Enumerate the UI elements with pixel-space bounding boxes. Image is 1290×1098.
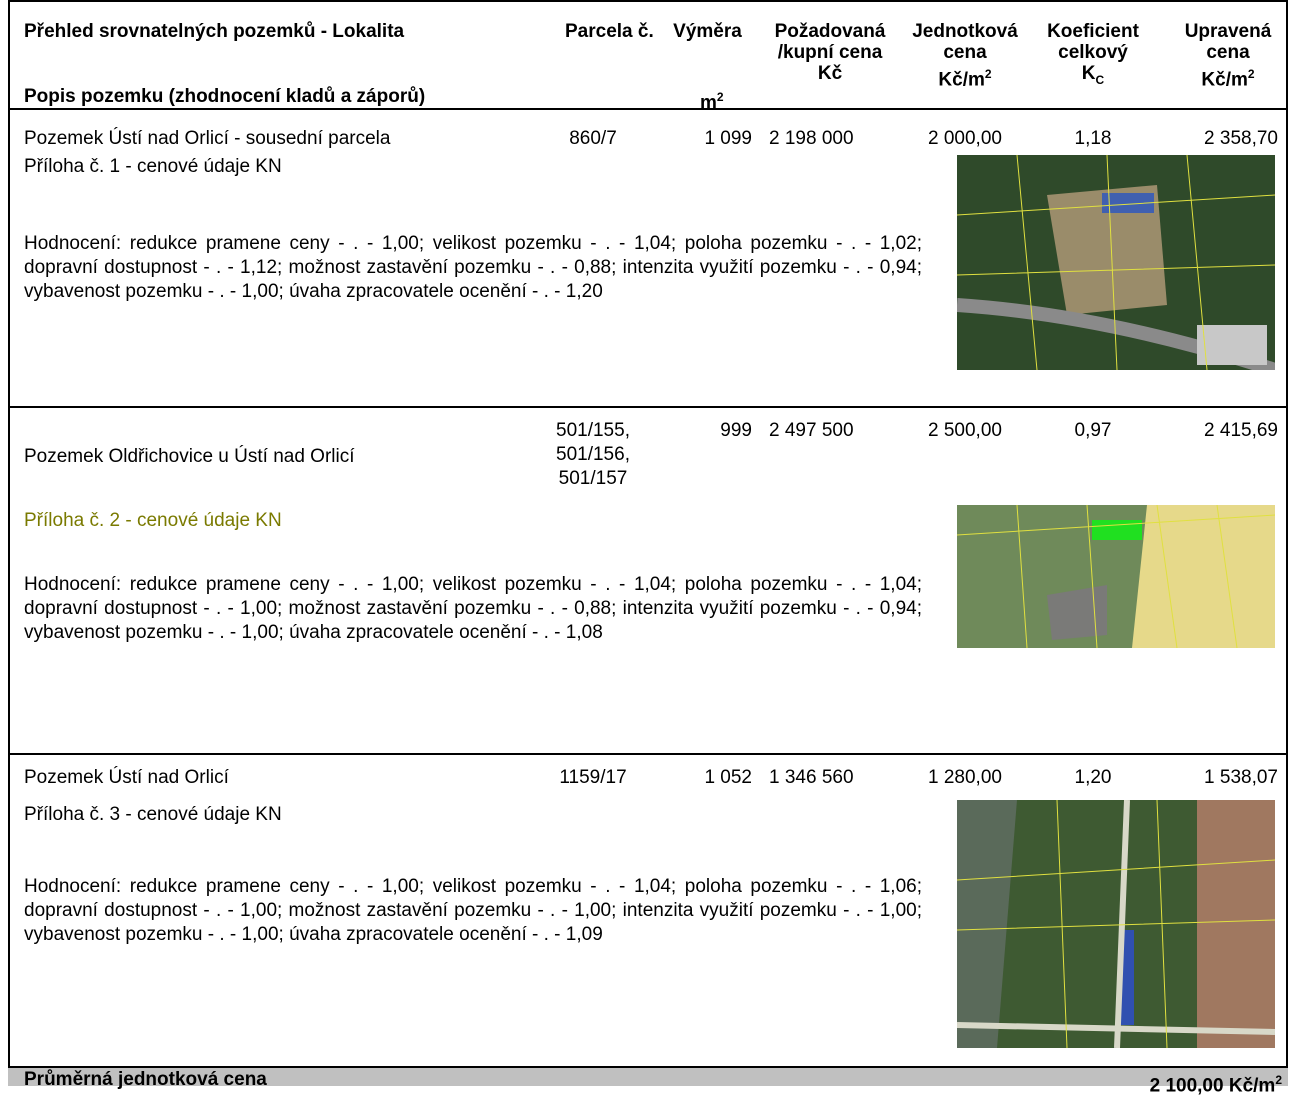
border — [8, 753, 1288, 755]
text: 2 — [1275, 1073, 1282, 1087]
attachment: Příloha č. 3 - cenové údaje KN — [24, 803, 282, 827]
header-title: Přehled srovnatelných pozemků - Lokalita — [24, 20, 404, 44]
coefficient: 1,18 — [1033, 127, 1153, 151]
row-name: Pozemek Ústí nad Orlicí — [24, 766, 229, 790]
text: C — [1096, 73, 1105, 87]
text: Kč/m2 — [1168, 62, 1288, 92]
text: Kč — [765, 62, 895, 86]
price: 2 198 000 — [769, 127, 854, 151]
text: Kč/m2 — [900, 62, 1030, 92]
map-image — [957, 505, 1275, 648]
unit-price: 2 500,00 — [900, 419, 1030, 443]
header-cell: Výměra — [660, 20, 755, 44]
text: K — [1082, 63, 1096, 84]
price: 2 497 500 — [769, 419, 854, 443]
text: 2 — [1248, 67, 1255, 81]
text: 2 100,00 Kč/m — [1150, 1075, 1276, 1096]
parcel: 501/157 — [528, 467, 658, 491]
border — [8, 0, 10, 1084]
parcel: 860/7 — [528, 127, 658, 151]
row-name: Pozemek Oldřichovice u Ústí nad Orlicí — [24, 445, 355, 469]
unit-price: 1 280,00 — [900, 766, 1030, 790]
text: Kč/m — [938, 69, 984, 90]
attachment: Příloha č. 1 - cenové údaje KN — [24, 155, 282, 179]
area: 1 099 — [660, 127, 752, 151]
header-subtitle: Popis pozemku (zhodnocení kladů a záporů… — [24, 85, 425, 109]
border — [1286, 0, 1288, 1084]
evaluation: Hodnocení: redukce pramene ceny - . - 1,… — [24, 573, 922, 645]
adjusted-price: 1 538,07 — [1160, 766, 1278, 790]
coefficient: 0,97 — [1033, 419, 1153, 443]
parcel: 501/155, — [528, 419, 658, 443]
text: Výměra — [660, 20, 755, 44]
text: 2 — [985, 67, 992, 81]
page: html,body{margin:0;padding:0;} body{widt… — [0, 0, 1290, 1084]
adjusted-price: 2 415,69 — [1160, 419, 1278, 443]
attachment: Příloha č. 2 - cenové údaje KN — [24, 509, 282, 533]
text: KC — [1033, 62, 1153, 92]
text: Kč/m — [1201, 69, 1247, 90]
footer-value: 2 100,00 Kč/m2 — [1090, 1068, 1282, 1098]
unit-price: 2 000,00 — [900, 127, 1030, 151]
row-name: Pozemek Ústí nad Orlicí - sousední parce… — [24, 127, 390, 151]
header-cell: m2 — [700, 85, 724, 115]
border — [8, 406, 1288, 408]
header-cell: Parcela č. — [565, 20, 654, 44]
document: {"header":{"title":"Přehled srovnatelnýc… — [0, 0, 1290, 1084]
map-image — [957, 800, 1275, 1048]
parcel: 1159/17 — [528, 766, 658, 790]
text: 2 — [717, 90, 724, 104]
adjusted-price: 2 358,70 — [1160, 127, 1278, 151]
evaluation: Hodnocení: redukce pramene ceny - . - 1,… — [24, 875, 922, 947]
parcel: 501/156, — [528, 443, 658, 467]
map-image — [957, 155, 1275, 370]
price: 1 346 560 — [769, 766, 854, 790]
footer-label: Průměrná jednotková cena — [24, 1068, 267, 1092]
text: m — [700, 92, 717, 113]
area: 1 052 — [660, 766, 752, 790]
evaluation: Hodnocení: redukce pramene ceny - . - 1,… — [24, 232, 922, 304]
border — [8, 0, 1288, 2]
coefficient: 1,20 — [1033, 766, 1153, 790]
area: 999 — [660, 419, 752, 443]
